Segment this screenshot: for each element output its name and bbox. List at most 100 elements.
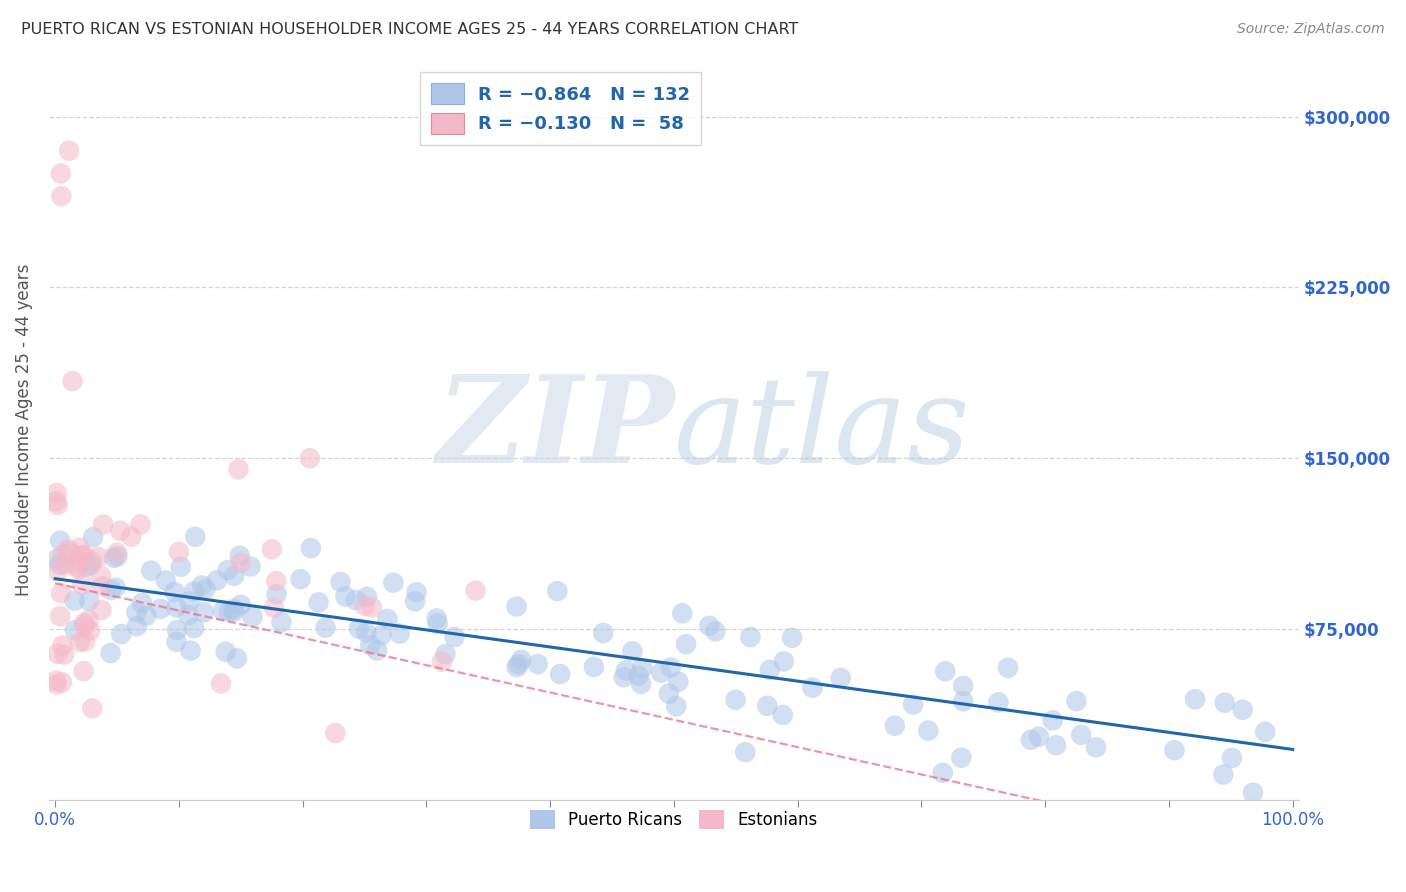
Point — [222, 602, 245, 616]
Point — [1213, 696, 1236, 710]
Point — [266, 587, 288, 601]
Point — [299, 541, 322, 555]
Point — [58, 144, 80, 158]
Point — [125, 605, 148, 619]
Point — [100, 582, 122, 597]
Point — [87, 550, 110, 565]
Point — [63, 624, 86, 638]
Point — [229, 598, 252, 612]
Point — [242, 609, 264, 624]
Point — [46, 498, 69, 512]
Point — [1028, 730, 1050, 744]
Point — [51, 548, 73, 562]
Point — [347, 622, 370, 636]
Point — [699, 619, 721, 633]
Point — [759, 663, 782, 677]
Point — [149, 602, 172, 616]
Point — [298, 451, 321, 466]
Point — [165, 635, 187, 649]
Point — [883, 719, 905, 733]
Point — [592, 626, 614, 640]
Point — [183, 621, 205, 635]
Point — [356, 590, 378, 604]
Point — [582, 660, 605, 674]
Point — [69, 635, 91, 649]
Point — [353, 599, 375, 613]
Point — [315, 621, 337, 635]
Point — [675, 637, 697, 651]
Point — [901, 698, 924, 712]
Point — [370, 628, 392, 642]
Point — [464, 583, 486, 598]
Point — [72, 577, 94, 591]
Point — [205, 573, 228, 587]
Point — [361, 600, 384, 615]
Point — [266, 574, 288, 588]
Point — [239, 559, 262, 574]
Point — [212, 604, 235, 618]
Point — [1042, 714, 1064, 728]
Point — [180, 643, 202, 657]
Point — [740, 630, 762, 644]
Point — [430, 655, 453, 669]
Point — [103, 550, 125, 565]
Point — [45, 677, 67, 691]
Point — [388, 626, 411, 640]
Point — [613, 670, 636, 684]
Point — [77, 613, 100, 627]
Point — [76, 559, 98, 574]
Text: PUERTO RICAN VS ESTONIAN HOUSEHOLDER INCOME AGES 25 - 44 YEARS CORRELATION CHART: PUERTO RICAN VS ESTONIAN HOUSEHOLDER INC… — [21, 22, 799, 37]
Point — [91, 517, 114, 532]
Point — [155, 574, 177, 588]
Point — [215, 645, 238, 659]
Point — [48, 558, 70, 572]
Point — [131, 596, 153, 610]
Point — [129, 517, 152, 532]
Point — [546, 584, 568, 599]
Point — [51, 639, 73, 653]
Point — [932, 765, 955, 780]
Point — [218, 605, 240, 619]
Point — [59, 545, 82, 559]
Point — [426, 611, 449, 625]
Point — [917, 723, 939, 738]
Point — [260, 542, 283, 557]
Point — [1163, 743, 1185, 757]
Point — [80, 558, 103, 572]
Point — [179, 594, 201, 608]
Point — [45, 552, 67, 566]
Point — [830, 671, 852, 685]
Point — [69, 555, 91, 569]
Point — [801, 681, 824, 695]
Point — [724, 692, 747, 706]
Point — [163, 585, 186, 599]
Point — [73, 548, 96, 562]
Point — [631, 661, 654, 675]
Point — [191, 578, 214, 592]
Point — [1184, 692, 1206, 706]
Point — [104, 581, 127, 595]
Point — [666, 674, 689, 689]
Point — [51, 675, 73, 690]
Point — [426, 616, 449, 631]
Point — [166, 600, 188, 615]
Point — [69, 541, 91, 555]
Point — [505, 599, 527, 614]
Point — [526, 657, 548, 671]
Text: ZIP: ZIP — [436, 370, 673, 489]
Point — [359, 638, 381, 652]
Point — [1085, 740, 1108, 755]
Point — [62, 374, 84, 388]
Point — [1254, 724, 1277, 739]
Point — [70, 548, 93, 562]
Point — [75, 634, 97, 648]
Point — [167, 545, 190, 559]
Point — [614, 664, 637, 678]
Point — [100, 646, 122, 660]
Point — [184, 530, 207, 544]
Point — [630, 677, 652, 691]
Point — [290, 572, 312, 586]
Point — [952, 694, 974, 708]
Point — [510, 653, 533, 667]
Point — [404, 594, 426, 608]
